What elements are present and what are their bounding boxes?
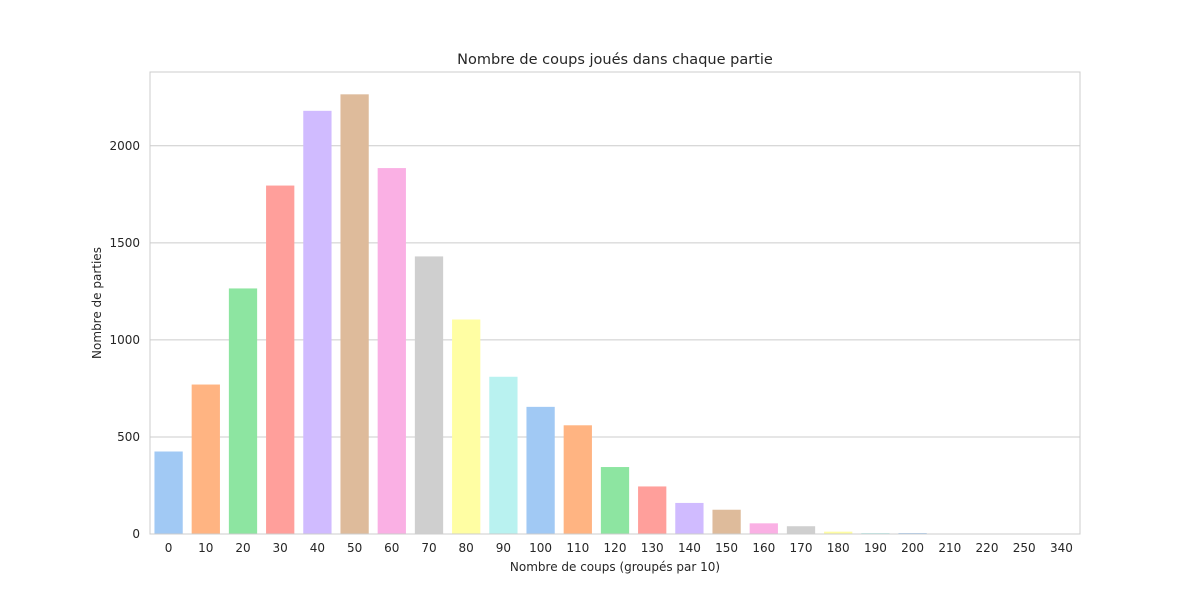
bar-0	[154, 451, 183, 534]
x-tick-label: 210	[938, 541, 961, 555]
y-tick-label: 1000	[109, 333, 140, 347]
bar-70	[414, 256, 444, 534]
bar-90	[489, 376, 518, 534]
x-tick-label: 70	[421, 541, 436, 555]
bar-160	[749, 523, 778, 534]
x-tick-label: 60	[384, 541, 399, 555]
bar-100	[526, 406, 555, 534]
bar-10	[191, 384, 220, 534]
x-axis-label: Nombre de coups (groupés par 10)	[510, 560, 720, 574]
x-tick-label: 40	[310, 541, 325, 555]
bar-140	[675, 502, 704, 534]
x-tick-label: 190	[864, 541, 887, 555]
bar-150	[712, 509, 741, 534]
bar-40	[303, 110, 332, 534]
x-tick-label: 130	[641, 541, 664, 555]
bar-120	[600, 467, 630, 534]
y-tick-label: 0	[132, 527, 140, 541]
bar-20	[228, 288, 258, 534]
y-tick-labels: 0 500 1000 1500 2000	[109, 139, 140, 541]
y-axis-label: Nombre de parties	[90, 247, 104, 359]
bar-180	[824, 531, 853, 534]
x-tick-label: 110	[566, 541, 589, 555]
x-tick-label: 120	[604, 541, 627, 555]
plot-frame	[149, 71, 1081, 535]
x-tick-label: 160	[752, 541, 775, 555]
y-tick-label: 1500	[109, 236, 140, 250]
x-tick-label: 140	[678, 541, 701, 555]
y-tick-label: 2000	[109, 139, 140, 153]
x-tick-label: 10	[198, 541, 213, 555]
x-tick-label: 340	[1050, 541, 1073, 555]
bar-110	[563, 425, 592, 534]
x-tick-label: 200	[901, 541, 924, 555]
x-tick-label: 50	[347, 541, 362, 555]
x-tick-label: 80	[459, 541, 474, 555]
x-tick-label: 100	[529, 541, 552, 555]
x-tick-label: 20	[235, 541, 250, 555]
bar-60	[377, 168, 406, 534]
bar-170	[786, 526, 816, 534]
x-tick-label: 30	[273, 541, 288, 555]
bars	[154, 94, 1076, 534]
x-tick-label: 220	[976, 541, 999, 555]
x-tick-label: 90	[496, 541, 511, 555]
x-tick-label: 170	[790, 541, 813, 555]
x-tick-label: 180	[827, 541, 850, 555]
x-tick-label: 150	[715, 541, 738, 555]
x-tick-label: 0	[165, 541, 173, 555]
chart-title: Nombre de coups joués dans chaque partie	[457, 52, 773, 68]
bar-130	[638, 486, 667, 534]
bar-30	[266, 185, 295, 534]
bar-80	[452, 319, 481, 534]
y-tick-label: 500	[117, 430, 140, 444]
bar-50	[340, 94, 369, 534]
x-tick-label: 250	[1013, 541, 1036, 555]
x-tick-labels: 0 10 20 30 40 50 60 70 80 90 100 110 120 130 140 150 160…	[165, 541, 1073, 555]
